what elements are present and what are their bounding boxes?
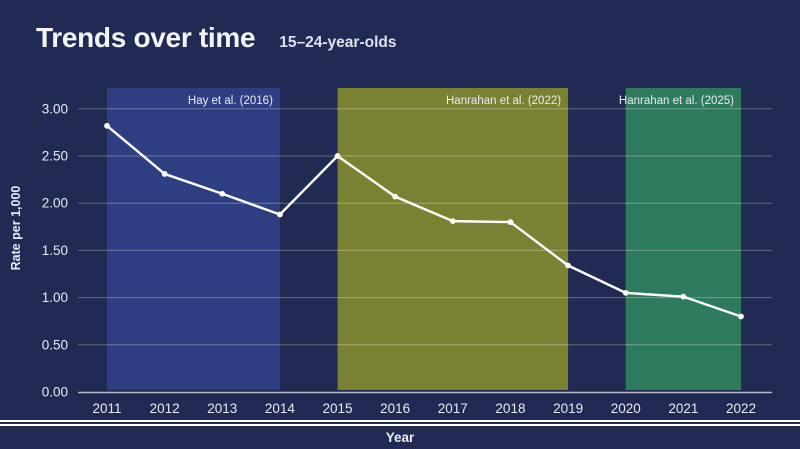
x-tick-label: 2017	[438, 401, 468, 416]
y-tick-label: 0.00	[42, 385, 68, 400]
data-point	[392, 193, 399, 200]
y-tick-label: 2.50	[42, 149, 68, 164]
study-region-label: Hanrahan et al. (2022)	[446, 95, 561, 107]
x-tick-label: 2016	[380, 401, 410, 416]
trend-line	[105, 124, 743, 318]
data-point	[680, 293, 687, 300]
study-region-label: Hanrahan et al. (2025)	[619, 95, 734, 107]
data-point	[334, 153, 341, 159]
data-point	[507, 219, 514, 225]
x-tick-label: 2021	[668, 401, 698, 416]
x-tick-label: 2018	[495, 401, 525, 416]
data-point	[277, 211, 283, 218]
data-point	[565, 262, 571, 269]
study-region	[625, 88, 741, 390]
data-point	[449, 218, 456, 225]
y-tick-label: 1.00	[42, 290, 68, 305]
chart-subtitle: 15–24-year-olds	[279, 34, 397, 51]
data-point	[104, 122, 110, 129]
axis-divider-line-top	[0, 419, 800, 422]
x-tick-label: 2015	[323, 401, 353, 416]
chart-header: Trends over time 15–24-year-olds	[36, 22, 396, 54]
x-tick-label: 2014	[265, 401, 296, 416]
axis-divider-line-bottom	[0, 423, 800, 426]
y-tick-label: 1.50	[42, 243, 68, 258]
x-axis-title: Year	[385, 430, 415, 445]
data-point	[161, 171, 168, 177]
chart-title: Trends over time	[36, 22, 256, 53]
study-region-label: Hay et al. (2016)	[188, 95, 273, 107]
data-point	[219, 190, 226, 197]
y-tick-label: 2.00	[42, 196, 68, 211]
study-region	[337, 88, 569, 390]
y-tick-label: 0.50	[42, 337, 68, 352]
data-point	[738, 313, 744, 320]
y-tick-label: 3.00	[42, 101, 68, 116]
x-tick-label: 2013	[207, 401, 237, 416]
study-region	[107, 88, 280, 390]
x-tick-label: 2022	[726, 401, 756, 416]
x-tick-label: 2020	[611, 401, 641, 416]
x-tick-label: 2019	[553, 401, 583, 416]
data-point	[622, 289, 629, 296]
x-tick-label: 2011	[92, 401, 121, 416]
x-tick-label: 2012	[150, 401, 180, 416]
